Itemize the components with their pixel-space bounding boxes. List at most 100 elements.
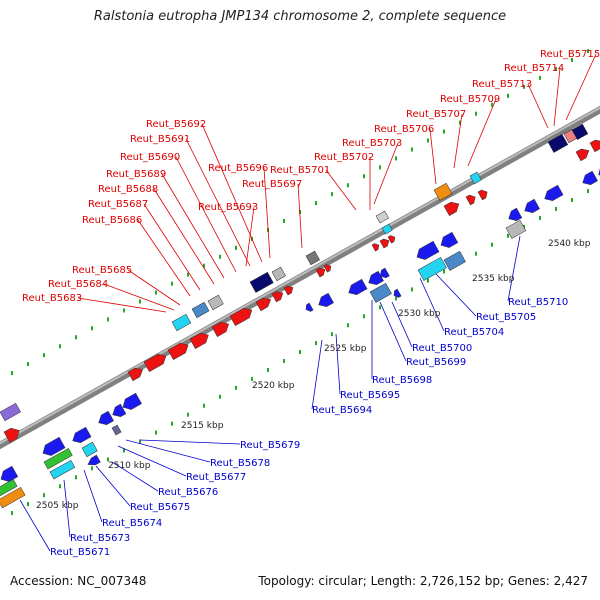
gene-label-forward[interactable]: Reut_B5709	[440, 94, 500, 105]
gene-label-forward[interactable]: Reut_B5706	[374, 124, 434, 135]
gene-label-reverse[interactable]: Reut_B5673	[70, 533, 130, 544]
gene-label-forward[interactable]: Reut_B5684	[48, 279, 108, 290]
gene-feature	[72, 426, 92, 443]
gene-feature	[469, 171, 482, 185]
leader-line	[127, 269, 181, 306]
gene-label-forward[interactable]: Reut_B5689	[106, 169, 166, 180]
gene-feature	[387, 235, 396, 244]
tick-dot	[571, 198, 573, 203]
gene-label-forward[interactable]: Reut_B5692	[146, 119, 206, 130]
gene-label-reverse[interactable]: Reut_B5675	[130, 502, 190, 513]
leader-line	[95, 465, 131, 507]
gene-label-forward[interactable]: Reut_B5714	[504, 63, 564, 74]
leader-line	[507, 235, 521, 302]
tick-dot	[315, 201, 317, 206]
tick-dot	[331, 192, 333, 197]
tick-dot	[155, 290, 157, 295]
tick-dot	[203, 403, 205, 408]
tick-dot	[91, 466, 93, 471]
tick-dot	[43, 353, 45, 358]
leader-line	[201, 123, 263, 263]
tick-dot	[475, 111, 477, 116]
gene-label-forward[interactable]: Reut_B5686	[82, 215, 142, 226]
gene-label-forward[interactable]: Reut_B5707	[406, 109, 466, 120]
tick-dot	[11, 371, 13, 376]
tick-dot	[587, 49, 589, 54]
gene-label-reverse[interactable]: Reut_B5710	[508, 297, 568, 308]
leader-line	[335, 333, 341, 395]
tick-dot	[427, 278, 429, 283]
gene-label-forward[interactable]: Reut_B5693	[198, 202, 258, 213]
leader-line	[391, 301, 413, 348]
leader-line	[125, 439, 211, 463]
gene-label-forward[interactable]: Reut_B5691	[130, 134, 190, 145]
tick-dot	[363, 174, 365, 179]
tick-dot	[283, 359, 285, 364]
tick-dot	[171, 281, 173, 286]
gene-label-forward[interactable]: Reut_B5690	[120, 152, 180, 163]
leader-line	[111, 461, 159, 492]
scale-label: 2540 kbp	[548, 239, 591, 249]
leader-line	[373, 142, 399, 205]
gene-label-reverse[interactable]: Reut_B5677	[186, 472, 246, 483]
gene-feature	[143, 353, 167, 372]
gene-label-forward[interactable]: Reut_B5697	[242, 179, 302, 190]
gene-label-reverse[interactable]: Reut_B5705	[476, 312, 536, 323]
leader-line	[103, 283, 175, 311]
tick-dot	[27, 362, 29, 367]
gene-label-forward[interactable]: Reut_B5701	[270, 165, 330, 176]
gene-feature	[305, 250, 320, 266]
gene-label-forward[interactable]: Reut_B5687	[88, 199, 148, 210]
gene-label-reverse[interactable]: Reut_B5700	[412, 343, 472, 354]
tick-dot	[523, 84, 525, 89]
accession-label: Accession: NC_007348	[10, 574, 147, 588]
gene-feature	[315, 267, 326, 278]
tick-dot	[171, 421, 173, 426]
scale-label: 2505 kbp	[36, 501, 79, 511]
gene-label-forward[interactable]: Reut_B5685	[72, 265, 132, 276]
gene-feature	[598, 164, 600, 178]
gene-feature	[582, 170, 598, 185]
gene-feature	[127, 367, 144, 382]
gene-feature	[381, 223, 393, 235]
gene-feature	[547, 133, 569, 153]
label-leader-lines	[19, 53, 597, 552]
gene-label-reverse[interactable]: Reut_B5699	[406, 357, 466, 368]
gene-label-forward[interactable]: Reut_B5683	[22, 293, 82, 304]
gene-label-reverse[interactable]: Reut_B5674	[102, 518, 162, 529]
gene-label-forward[interactable]: Reut_B5688	[98, 184, 158, 195]
gene-label-reverse[interactable]: Reut_B5676	[158, 487, 218, 498]
leader-line	[161, 173, 225, 279]
leader-line	[565, 53, 597, 121]
gene-label-forward[interactable]: Reut_B5703	[342, 138, 402, 149]
tick-dot	[11, 511, 13, 516]
gene-feature	[465, 194, 476, 206]
leader-line	[527, 83, 549, 129]
gene-label-forward[interactable]: Reut_B5715	[540, 49, 600, 60]
gene-label-reverse[interactable]: Reut_B5704	[444, 327, 504, 338]
gene-feature	[369, 282, 392, 303]
gene-feature	[440, 231, 459, 248]
gene-label-forward[interactable]: Reut_B5696	[208, 163, 268, 174]
gene-label-reverse[interactable]: Reut_B5671	[50, 547, 110, 558]
tick-dot	[347, 323, 349, 328]
gene-label-reverse[interactable]: Reut_B5678	[210, 458, 270, 469]
tick-dot	[75, 335, 77, 340]
gene-feature	[189, 332, 209, 349]
tick-dot	[331, 332, 333, 337]
gene-label-reverse[interactable]: Reut_B5698	[372, 375, 432, 386]
tick-dot	[571, 58, 573, 63]
gene-feature	[229, 307, 253, 326]
tick-dot	[139, 439, 141, 444]
gene-feature	[167, 342, 189, 360]
tick-dot	[363, 314, 365, 319]
tick-dot	[283, 219, 285, 224]
gene-feature	[477, 189, 488, 201]
gene-label-forward[interactable]: Reut_B5702	[314, 152, 374, 163]
gene-label-reverse[interactable]: Reut_B5695	[340, 390, 400, 401]
gene-feature	[589, 139, 600, 153]
gene-label-reverse[interactable]: Reut_B5694	[312, 405, 372, 416]
gene-feature	[443, 201, 460, 216]
gene-label-reverse[interactable]: Reut_B5679	[240, 440, 300, 451]
gene-label-forward[interactable]: Reut_B5713	[472, 79, 532, 90]
